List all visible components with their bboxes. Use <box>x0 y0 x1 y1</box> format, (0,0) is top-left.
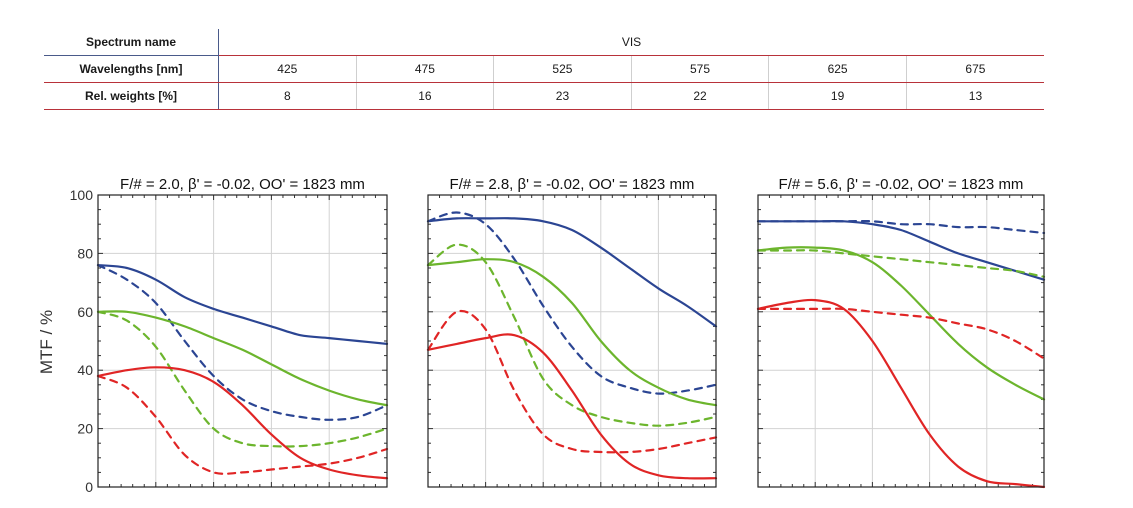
mtf-curve-blue-dashed <box>756 219 1046 235</box>
mtf-curve-blue-dashed <box>96 264 389 421</box>
wavelengths-row: Wavelengths [nm] 425 475 525 575 625 675 <box>44 55 1044 83</box>
mtf-curve-red-solid <box>426 333 718 480</box>
weight-cell: 13 <box>906 82 1044 110</box>
y-tick-label: 40 <box>77 362 93 378</box>
weight-cell: 23 <box>493 82 632 110</box>
wavelength-cell: 625 <box>768 55 907 83</box>
wavelength-cell: 425 <box>218 55 357 83</box>
y-tick-label: 100 <box>70 187 94 203</box>
mtf-curve-green-solid <box>756 246 1046 401</box>
wavelength-cell: 675 <box>906 55 1044 83</box>
wavelength-cell: 575 <box>631 55 770 83</box>
weights-row: Rel. weights [%] 8 16 23 22 19 13 <box>44 82 1044 110</box>
mtf-curve-red-solid <box>96 366 389 480</box>
spectrum-name-row: Spectrum name VIS <box>44 29 1044 56</box>
y-tick-label: 20 <box>77 421 93 437</box>
mtf-curve-red-dashed <box>426 309 718 454</box>
wavelength-cell: 475 <box>356 55 495 83</box>
weight-cell: 22 <box>631 82 770 110</box>
mtf-curve-green-dashed <box>426 243 718 427</box>
weights-label: Rel. weights [%] <box>44 82 219 110</box>
mtf-curve-red-solid <box>756 298 1046 489</box>
wavelengths-label: Wavelengths [nm] <box>44 55 219 83</box>
spectrum-table: Spectrum name VIS Wavelengths [nm] 425 4… <box>44 29 1044 110</box>
mtf-curve-red-dashed <box>756 307 1046 360</box>
wavelength-cell: 525 <box>493 55 632 83</box>
mtf-curve-blue-solid <box>96 264 389 345</box>
y-tick-label: 60 <box>77 304 93 320</box>
mtf-curve-green-dashed <box>96 310 389 448</box>
spectrum-name-label: Spectrum name <box>44 29 219 56</box>
y-tick-label: 80 <box>77 245 93 261</box>
mtf-curve-blue-dashed <box>426 211 718 395</box>
mtf-curve-green-solid <box>426 258 718 407</box>
panel-title: F/# = 2.8, β' = -0.02, OO' = 1823 mm <box>450 176 695 193</box>
panel-title: F/# = 5.6, β' = -0.02, OO' = 1823 mm <box>779 176 1024 193</box>
spectrum-name-value: VIS <box>218 29 1044 56</box>
y-tick-label: 0 <box>85 479 93 495</box>
panel-title: F/# = 2.0, β' = -0.02, OO' = 1823 mm <box>120 176 365 193</box>
weight-cell: 16 <box>356 82 495 110</box>
mtf-curve-blue-solid <box>756 219 1046 281</box>
plot-frame <box>427 194 717 488</box>
plot-frame <box>97 194 388 488</box>
plot-frame <box>757 194 1045 488</box>
mtf-curve-red-dashed <box>96 374 389 475</box>
weight-cell: 8 <box>218 82 357 110</box>
y-axis-label: MTF / % <box>37 310 56 374</box>
mtf-curve-green-solid <box>96 310 389 407</box>
mtf-curve-green-dashed <box>756 249 1046 278</box>
mtf-curve-blue-solid <box>426 217 718 328</box>
weight-cell: 19 <box>768 82 907 110</box>
